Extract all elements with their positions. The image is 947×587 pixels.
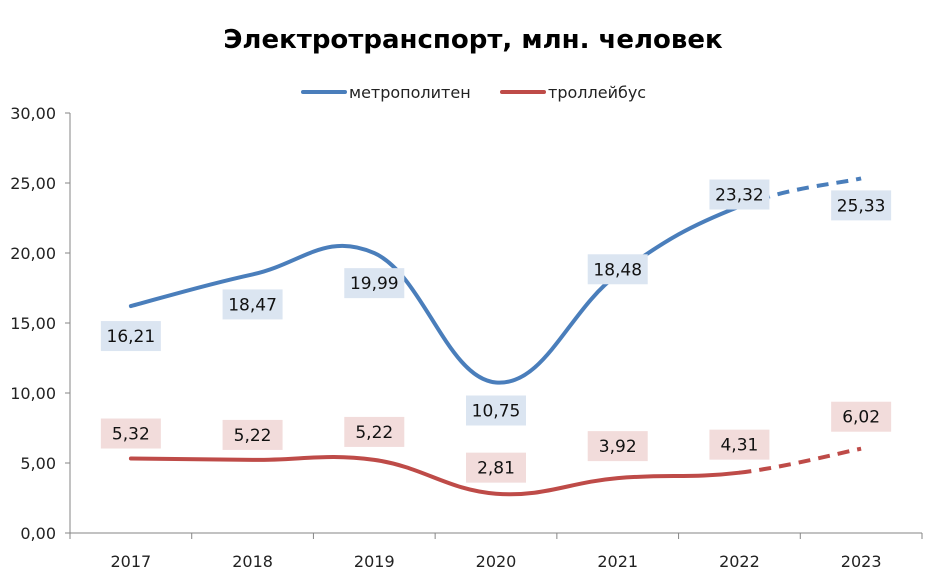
data-label-text: 16,21 xyxy=(107,327,156,347)
data-label-metro: 25,33 xyxy=(831,190,892,221)
data-label-trolleybus: 3,92 xyxy=(587,431,648,462)
axes: 0,00 5,00 10,00 15,00 20,00 25,00 30,00 2017 201… xyxy=(10,104,923,571)
chart-title: Электротранспорт, млн. человек xyxy=(223,25,723,55)
data-label-box xyxy=(587,431,648,462)
legend-label-metro: метрополитен xyxy=(349,83,471,102)
data-label-box xyxy=(587,254,648,285)
data-label-metro: 18,47 xyxy=(222,289,283,320)
data-label-metro: 10,75 xyxy=(466,395,526,426)
x-tick-label: 2023 xyxy=(841,552,882,571)
data-label-box xyxy=(344,268,405,299)
data-label-box xyxy=(100,321,161,352)
data-label-box xyxy=(831,190,892,221)
data-label-trolleybus: 5,22 xyxy=(344,416,405,447)
data-label-box xyxy=(222,289,283,320)
data-label-text: 10,75 xyxy=(472,402,521,422)
legend-label-trolleybus: троллейбус xyxy=(548,83,646,102)
y-tick-label: 25,00 xyxy=(10,174,56,193)
data-label-box xyxy=(222,419,283,450)
x-tick-label: 2020 xyxy=(476,552,517,571)
series-line-metro xyxy=(128,204,742,385)
data-label-text: 2,81 xyxy=(477,459,515,479)
data-label-text: 25,33 xyxy=(837,196,886,216)
x-tick-label: 2022 xyxy=(719,552,760,571)
data-label-box xyxy=(466,452,526,483)
series-forecast-trolleybus xyxy=(739,446,862,475)
data-label-box xyxy=(709,429,770,460)
data-label-box xyxy=(466,395,526,426)
data-label-box xyxy=(709,179,770,210)
data-label-text: 5,22 xyxy=(355,423,393,443)
data-label-text: 18,48 xyxy=(593,260,642,280)
y-tick-label: 20,00 xyxy=(10,244,56,263)
data-label-metro: 19,99 xyxy=(344,268,405,299)
y-tick-label: 10,00 xyxy=(10,384,56,403)
data-label-trolleybus: 2,81 xyxy=(466,452,526,483)
data-label-trolleybus: 4,31 xyxy=(709,429,770,460)
data-label-text: 4,31 xyxy=(720,436,758,456)
data-label-box xyxy=(831,401,892,432)
x-tick-label: 2018 xyxy=(232,552,273,571)
data-label-trolleybus: 5,22 xyxy=(222,419,283,450)
x-tick-label: 2021 xyxy=(597,552,638,571)
data-label-metro: 18,48 xyxy=(587,254,648,285)
data-label-text: 6,02 xyxy=(842,408,880,428)
x-tick-label: 2019 xyxy=(354,552,395,571)
data-label-text: 3,92 xyxy=(599,437,637,457)
data-label-text: 18,47 xyxy=(228,295,277,315)
data-label-box xyxy=(100,418,161,449)
data-label-text: 5,32 xyxy=(112,425,150,445)
data-label-box xyxy=(344,416,405,447)
y-tick-label: 0,00 xyxy=(20,524,56,543)
data-label-text: 19,99 xyxy=(350,274,399,294)
legend: метрополитен троллейбус xyxy=(301,83,646,102)
data-label-text: 23,32 xyxy=(715,186,764,206)
y-tick-label: 30,00 xyxy=(10,104,56,123)
data-labels: 16,21 18,47 19,99 10,75 18,48 23,32 25,33 5,32 5… xyxy=(100,179,892,483)
data-label-metro: 23,32 xyxy=(709,179,770,210)
data-label-metro: 16,21 xyxy=(100,321,161,352)
data-label-trolleybus: 6,02 xyxy=(831,401,892,432)
series-line-trolleybus xyxy=(128,454,742,497)
data-label-trolleybus: 5,32 xyxy=(100,418,161,449)
y-tick-label: 15,00 xyxy=(10,314,56,333)
y-tick-label: 5,00 xyxy=(20,454,56,473)
data-label-text: 5,22 xyxy=(234,426,272,446)
x-tick-label: 2017 xyxy=(110,552,151,571)
